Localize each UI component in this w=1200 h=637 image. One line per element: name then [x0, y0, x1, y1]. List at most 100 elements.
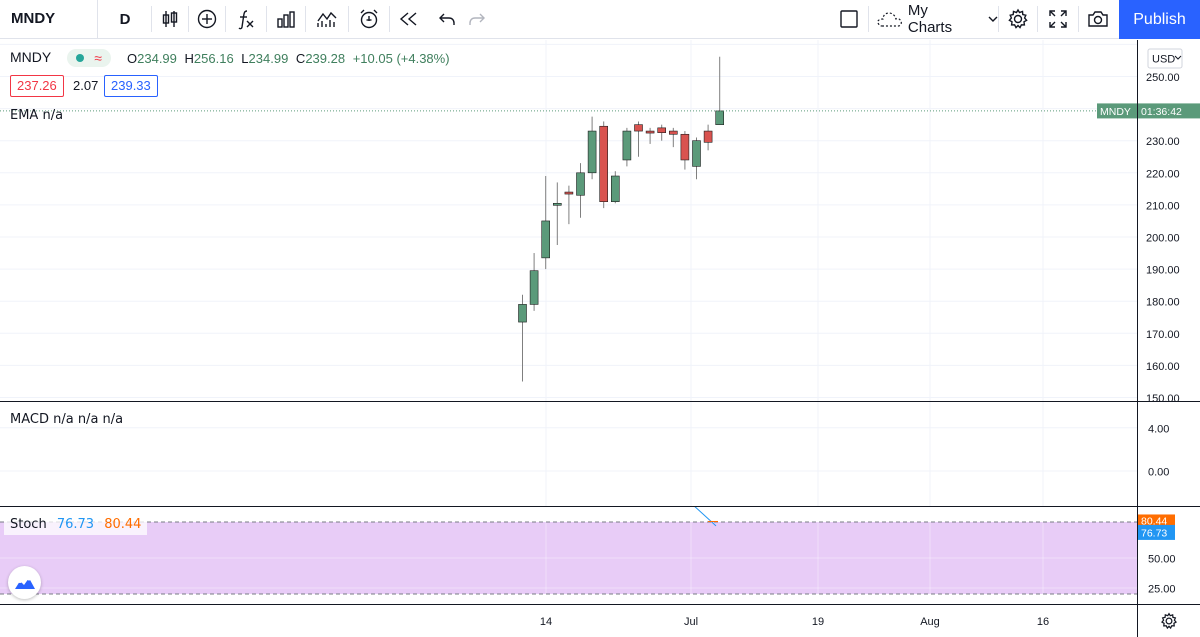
- interval-button[interactable]: D: [119, 10, 131, 28]
- time-tick-label: 19: [812, 616, 824, 628]
- stoch-tick-label: 50.00: [1148, 554, 1176, 566]
- redo-icon[interactable]: [462, 0, 492, 38]
- financials-icon[interactable]: [267, 0, 305, 38]
- candle-up: [552, 202, 562, 206]
- time-tick-label: 14: [540, 616, 552, 628]
- top-toolbar: MNDY D My Charts: [0, 0, 1200, 39]
- candle-down: [680, 133, 690, 161]
- time-axis-labels: 14 Jul 19 Aug 16: [540, 616, 1049, 628]
- last-price-symbol: MNDY: [1100, 106, 1131, 118]
- publish-button[interactable]: Publish: [1119, 0, 1200, 39]
- market-status-badge[interactable]: ≈: [67, 49, 111, 67]
- candle-up: [622, 130, 632, 161]
- price-tick-label: 210.00: [1146, 200, 1180, 212]
- stoch-k-line: [694, 507, 717, 527]
- price-chart: MNDY: [0, 40, 1137, 401]
- candle-down: [564, 191, 574, 195]
- stoch-d-value: 80.44: [104, 517, 142, 532]
- cloud-icon: [877, 12, 902, 27]
- candle-up: [587, 130, 597, 174]
- macd-pane[interactable]: [0, 402, 1137, 506]
- last-price-label-bg: [1097, 103, 1137, 119]
- time-tick-label: Jul: [684, 616, 698, 628]
- candle-down: [645, 130, 655, 134]
- fullscreen-select-icon[interactable]: [832, 0, 866, 38]
- candle-down: [703, 130, 713, 143]
- time-axis[interactable]: 14 Jul 19 Aug 16: [0, 604, 1137, 637]
- candle-down: [634, 124, 643, 132]
- candle-up: [518, 304, 527, 323]
- alert-icon[interactable]: [349, 0, 389, 38]
- chevron-down-icon: [988, 16, 998, 22]
- price-tick-label: 230.00: [1146, 136, 1180, 148]
- candle-down: [599, 125, 609, 202]
- candle-up: [576, 172, 585, 196]
- price-tick-label: 180.00: [1146, 297, 1180, 309]
- candle-up: [610, 175, 620, 202]
- stoch-chart: [0, 507, 1137, 604]
- last-price-axis-bg: [1138, 103, 1200, 119]
- ohlc-legend: O234.99 H256.16 L234.99 C239.28 +10.05 (…: [127, 51, 450, 66]
- legend-symbol: MNDY: [10, 49, 52, 65]
- macd-legend[interactable]: MACD n/a n/a n/a: [10, 412, 124, 427]
- candle-up: [529, 270, 539, 305]
- macd-tick-label: 4.00: [1148, 423, 1169, 435]
- camera-icon[interactable]: [1079, 0, 1117, 38]
- stoch-legend[interactable]: Stoch 76.73 80.44: [4, 514, 148, 535]
- chevron-down-icon: [1174, 55, 1182, 60]
- chart-settings-gear-icon[interactable]: [1137, 604, 1200, 637]
- wave-icon: ≈: [94, 50, 102, 66]
- macd-axis[interactable]: 0.00 4.00: [1137, 402, 1200, 507]
- stoch-tick-label: 25.00: [1148, 584, 1176, 596]
- my-charts-button[interactable]: My Charts: [870, 0, 998, 38]
- stoch-k-value: 76.73: [56, 517, 95, 532]
- candle-up: [715, 110, 725, 125]
- market-open-dot-icon: [76, 54, 85, 62]
- time-tick-label: 16: [1037, 616, 1049, 628]
- price-tick-label: 160.00: [1146, 361, 1180, 373]
- buy-price-box[interactable]: 239.33: [104, 75, 158, 97]
- stoch-band: [0, 522, 1137, 594]
- time-tick-label: Aug: [920, 616, 940, 628]
- candle-up: [541, 220, 551, 259]
- candle-down: [657, 127, 667, 133]
- price-tick-label: 250.00: [1146, 72, 1180, 84]
- price-tick-label: 220.00: [1146, 168, 1180, 180]
- compare-icon[interactable]: [189, 0, 225, 38]
- stoch-pane[interactable]: [0, 507, 1137, 604]
- macd-tick-label: 0.00: [1148, 467, 1169, 479]
- price-pane[interactable]: MNDY: [0, 40, 1137, 401]
- stoch-k-axis-label: 76.73: [1141, 527, 1167, 539]
- stoch-d-axis-bg: [1138, 514, 1175, 527]
- last-price-countdown: 01:36:42: [1141, 106, 1182, 118]
- currency-button: [1147, 48, 1183, 69]
- stoch-label: Stoch: [10, 517, 47, 532]
- ema-legend[interactable]: EMA n/a: [10, 108, 64, 123]
- fullscreen-icon[interactable]: [1038, 0, 1078, 38]
- symbol-search-button[interactable]: MNDY: [0, 0, 98, 38]
- replay-icon[interactable]: [390, 0, 428, 38]
- stoch-k-axis-bg: [1138, 524, 1175, 540]
- price-tick-label: 170.00: [1146, 329, 1180, 341]
- stoch-axis[interactable]: 25.00 50.00 80.44 76.73: [1137, 507, 1200, 604]
- candles-icon[interactable]: [152, 0, 188, 38]
- sell-price-box[interactable]: 237.26: [10, 75, 64, 97]
- my-charts-label: My Charts: [907, 2, 953, 36]
- macd-axis-labels: 0.00 4.00: [1148, 423, 1169, 479]
- macd-chart: [0, 402, 1137, 506]
- undo-icon[interactable]: [432, 0, 462, 38]
- spread-value: 2.07: [73, 78, 99, 93]
- candle-up: [692, 140, 701, 167]
- candle-down: [668, 130, 678, 135]
- price-tick-label: 200.00: [1146, 233, 1180, 245]
- price-axis-labels: 150.00160.00170.00180.00190.00200.00210.…: [1138, 48, 1200, 405]
- templates-icon[interactable]: [306, 0, 348, 38]
- settings-gear-icon[interactable]: [999, 0, 1037, 38]
- price-axis[interactable]: 150.00 160.00 170.00 180.00 190.00 200.00 210.…: [1137, 40, 1200, 405]
- stoch-d-axis-label: 80.44: [1141, 515, 1167, 527]
- tradingview-logo-icon[interactable]: [8, 566, 41, 599]
- indicators-icon[interactable]: [226, 0, 266, 38]
- currency-label: USD: [1152, 54, 1175, 66]
- price-tick-label: 190.00: [1146, 265, 1180, 277]
